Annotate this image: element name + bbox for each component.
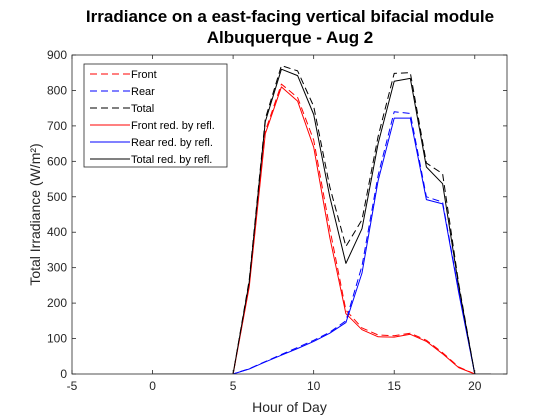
y-tick-label: 700 (47, 119, 67, 133)
y-tick-label: 800 (47, 83, 67, 97)
legend-label: Front (131, 69, 157, 81)
legend-box (83, 63, 228, 168)
x-tick-label: 5 (230, 379, 237, 393)
y-tick-label: 200 (47, 296, 67, 310)
legend-label: Total red. by refl. (131, 154, 212, 166)
legend-label: Front red. by refl. (131, 120, 215, 132)
x-axis-label: Hour of Day (252, 399, 327, 415)
y-tick-label: 600 (47, 154, 67, 168)
plot-lines (152, 65, 491, 374)
series-line-6 (152, 68, 491, 374)
x-axis-ticks: -5 0 5 10 15 20 (67, 55, 482, 393)
x-tick-label: 20 (468, 379, 482, 393)
series-line-5 (152, 117, 491, 374)
y-tick-label: 300 (47, 261, 67, 275)
series-line-4 (152, 86, 491, 374)
legend-label: Rear (131, 86, 155, 98)
x-tick-label: 10 (307, 379, 321, 393)
series-line-1 (152, 83, 491, 374)
y-axis-label: Total Irradiance (W/m²) (27, 143, 43, 285)
y-tick-label: 0 (60, 367, 67, 381)
legend: Front Rear Total Front red. by refl. Rear re… (83, 63, 228, 168)
x-tick-label: -5 (67, 379, 78, 393)
chart-subtitle: Albuquerque - Aug 2 (207, 28, 374, 47)
y-tick-label: 100 (47, 332, 67, 346)
y-tick-label: 500 (47, 190, 67, 204)
y-axis-ticks: 0 100 200 300 400 500 600 700 800 900 (47, 48, 507, 381)
legend-label: Total (131, 103, 154, 115)
series-line-3 (152, 65, 491, 374)
chart-title: Irradiance on a east-facing vertical bif… (86, 7, 494, 26)
x-tick-label: 15 (388, 379, 402, 393)
plot-box (71, 54, 508, 375)
series-line-2 (152, 111, 491, 374)
legend-label: Rear red. by refl. (131, 137, 213, 149)
y-tick-label: 900 (47, 48, 67, 62)
x-tick-label: 0 (149, 379, 156, 393)
y-tick-label: 400 (47, 225, 67, 239)
